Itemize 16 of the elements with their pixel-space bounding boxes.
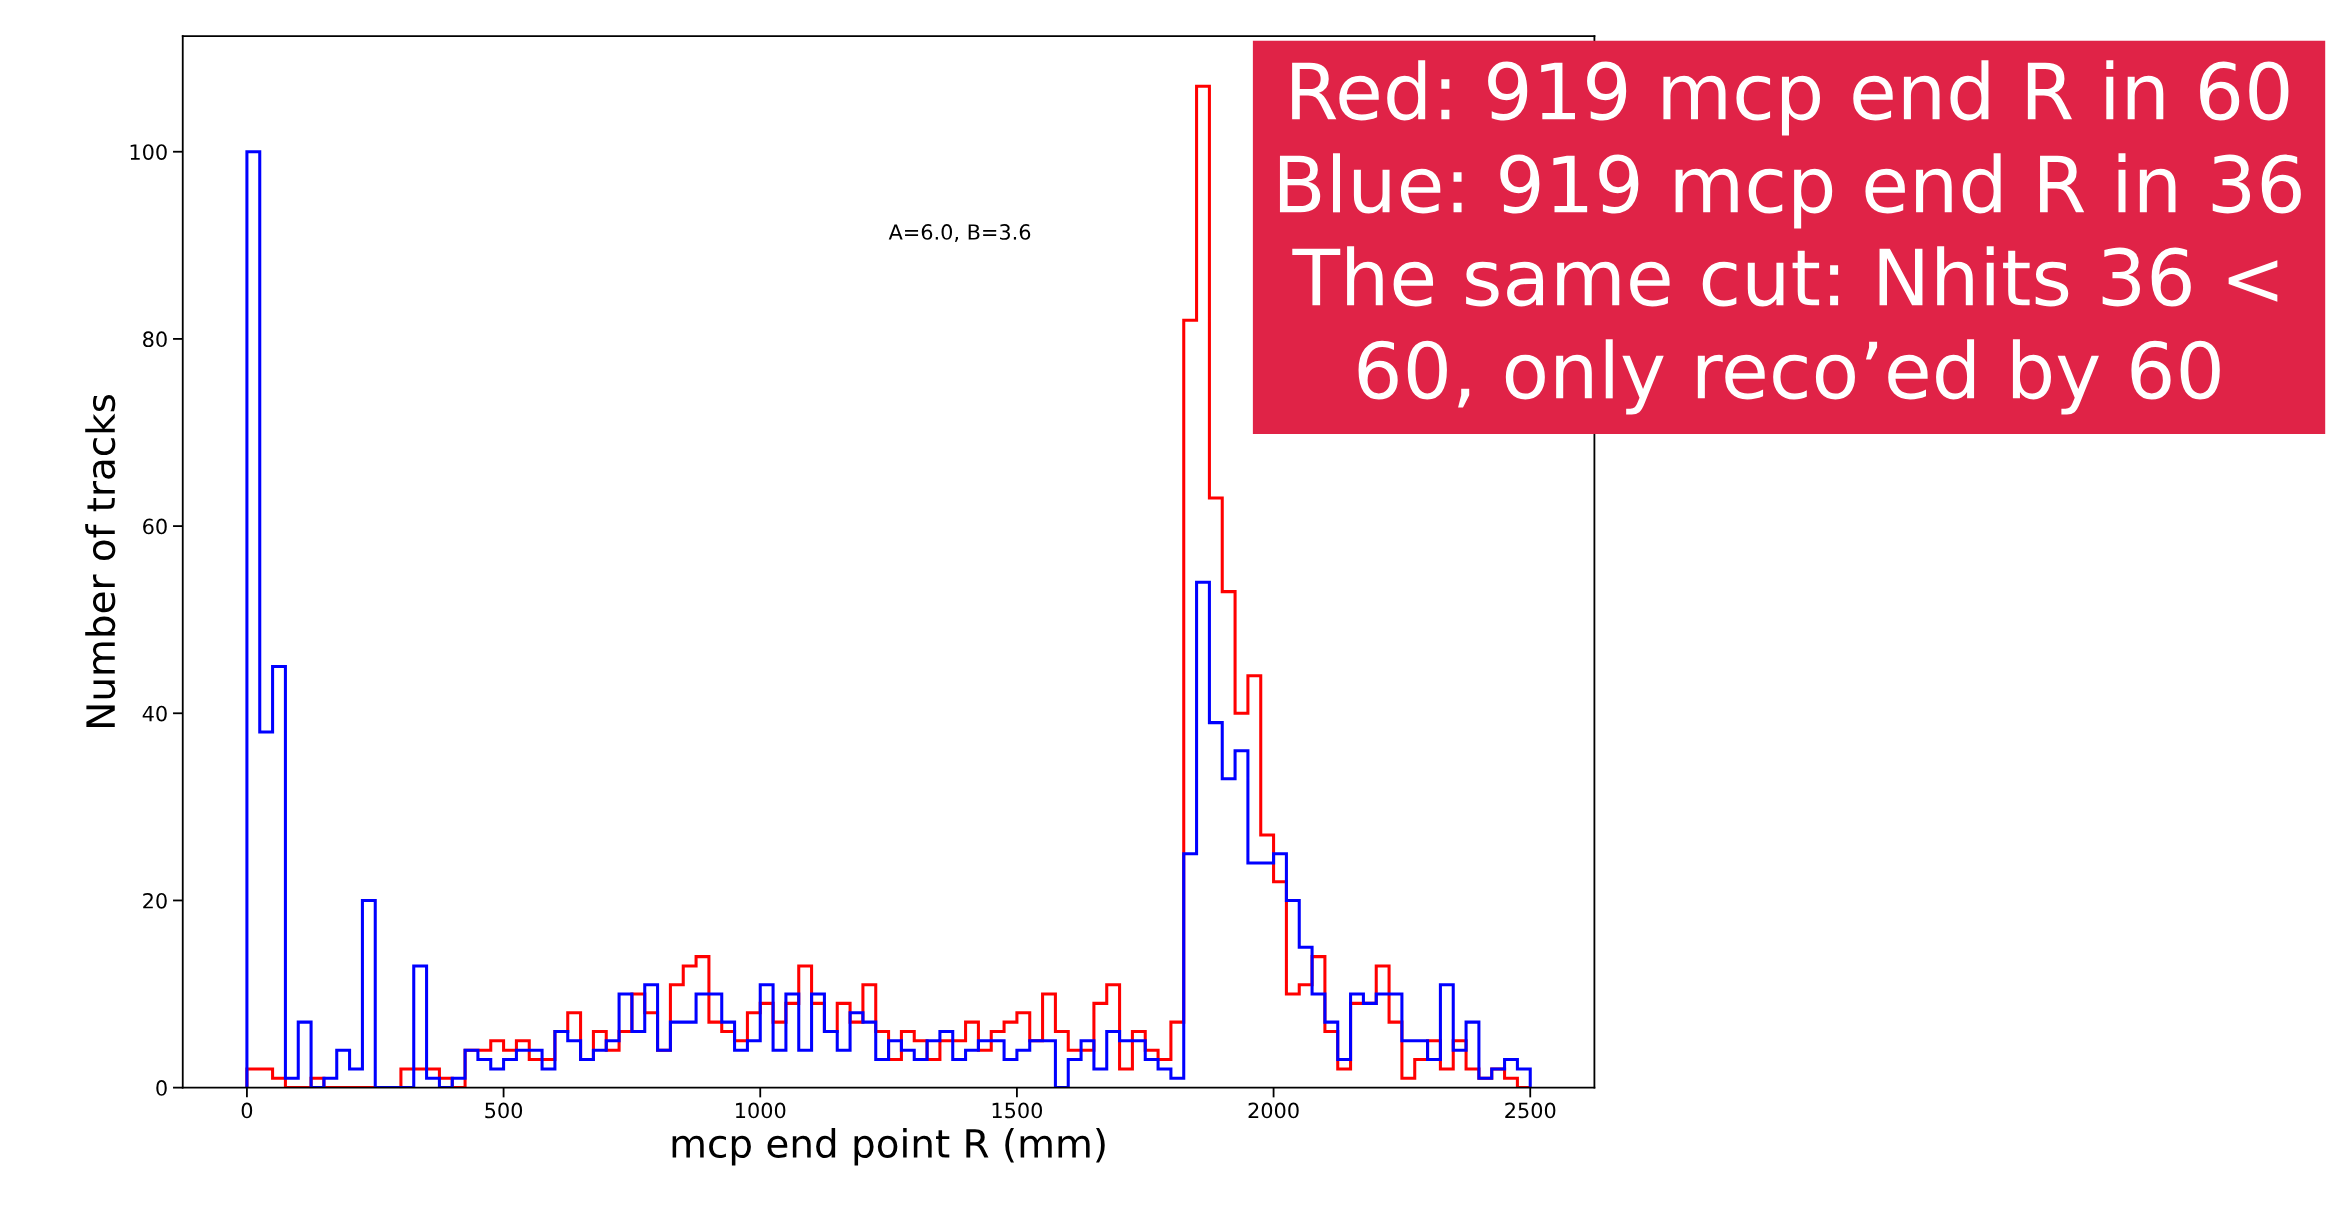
y-axis-title: Number of tracks <box>85 394 116 727</box>
x-tick-label: 2000 <box>1248 1102 1299 1119</box>
y-tick-label: 40 <box>142 705 167 722</box>
x-tick-label: 1500 <box>992 1102 1043 1119</box>
annotation: Red: 919 mcp end R in 60 Blue: 919 mcp end R in 36 The same cut: Nhits 36 < 60, only reco’ed by 60 <box>1279 60 2301 415</box>
y-tick-label: 100 <box>130 144 167 160</box>
y-tick-label: 80 <box>143 331 167 348</box>
x-tick-label: 2500 <box>1505 1102 1556 1119</box>
y-tick-label: 60 <box>143 518 167 535</box>
y-tick-label: 20 <box>143 892 167 909</box>
x-tick-label: 1000 <box>736 1102 786 1119</box>
annotation: A=6.0, B=3.6 <box>888 224 1031 242</box>
y-tick-label: 0 <box>156 1080 167 1096</box>
x-axis-title: mcp end point R (mm) <box>672 1127 1105 1166</box>
x-tick-label: 0 <box>241 1102 253 1119</box>
x-tick-label: 500 <box>485 1102 523 1119</box>
